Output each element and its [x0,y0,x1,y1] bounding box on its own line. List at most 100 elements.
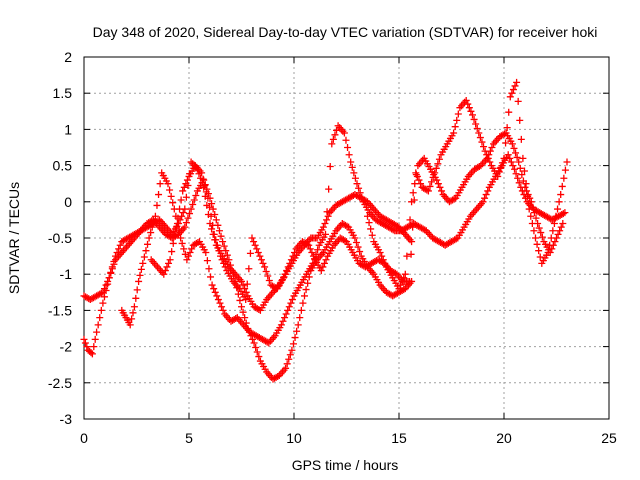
data-point [218,303,226,311]
data-point [365,219,373,227]
data-point [500,154,508,162]
data-point [184,252,192,260]
data-point [331,131,339,139]
data-point [283,267,291,275]
data-point [356,189,364,197]
data-point [548,245,556,253]
data-point [554,230,562,238]
data-point [526,194,534,202]
data-point [212,236,220,244]
data-point [329,135,337,143]
data-point [426,182,434,190]
data-point [223,251,231,259]
data-point [412,171,420,179]
data-point [213,241,221,249]
data-point [532,214,540,222]
data-point [470,115,478,123]
data-point [161,267,169,275]
data-point [166,256,174,264]
data-point [494,172,502,180]
data-point [293,327,301,335]
data-point [259,259,267,267]
data-point [553,234,560,242]
data-point [462,96,470,104]
data-point [179,187,187,195]
data-point [407,250,415,258]
data-point [211,210,219,218]
data-point [321,220,329,228]
data-point [353,180,361,188]
y-tick-label: -3 [60,411,73,427]
data-point [108,265,116,273]
data-point [130,303,138,311]
data-point [99,299,107,307]
data-point [509,162,517,170]
data-point [403,252,411,260]
y-tick-label: -2.5 [48,375,72,391]
data-point [248,234,256,242]
data-point [88,350,96,358]
data-point [519,177,527,185]
data-point [204,194,212,202]
data-point [166,186,174,194]
data-point [559,210,567,218]
data-point [171,231,179,239]
data-point [356,248,364,256]
data-point [325,185,333,193]
data-point [296,314,304,322]
data-point [239,308,247,316]
data-point [285,303,293,311]
data-point [560,174,568,182]
y-tick-label: -0.5 [48,230,72,246]
data-point [213,292,221,300]
data-point [182,219,190,227]
data-point [497,163,505,171]
data-point [148,223,156,231]
data-point [281,270,289,278]
data-point [549,241,557,249]
data-point [345,151,353,159]
data-point [287,256,295,264]
data-point [400,274,408,282]
data-point [322,230,329,238]
data-point [469,111,476,119]
data-point [294,321,302,329]
data-point [180,183,188,191]
data-point [364,212,371,220]
data-point [215,247,223,255]
data-point [96,314,104,322]
data-point [352,239,360,247]
data-point [516,164,524,172]
data-point [220,242,228,250]
data-point [219,306,227,314]
data-point [408,238,416,246]
data-point [253,348,261,356]
data-point [208,281,216,289]
data-point [557,223,565,231]
y-tick-label: -1 [60,266,73,282]
data-point [559,220,567,228]
data-point [317,267,325,275]
data-point [302,286,310,294]
data-point [452,235,460,243]
data-point [91,335,99,343]
data-point [485,151,493,159]
data-point [304,279,312,287]
data-point [208,225,216,233]
data-point [535,224,543,232]
data-point [523,187,531,195]
data-point [529,203,537,211]
y-tick-label: 0 [64,194,72,210]
data-point [288,296,296,304]
data-point [433,176,441,184]
data-point [169,199,177,207]
data-point [395,285,403,293]
data-point [348,163,356,171]
data-point [137,265,145,273]
data-point [351,234,359,242]
data-point [554,205,562,213]
data-point [250,238,258,246]
data-point [189,201,197,209]
data-point [177,234,185,242]
data-point [184,214,192,222]
